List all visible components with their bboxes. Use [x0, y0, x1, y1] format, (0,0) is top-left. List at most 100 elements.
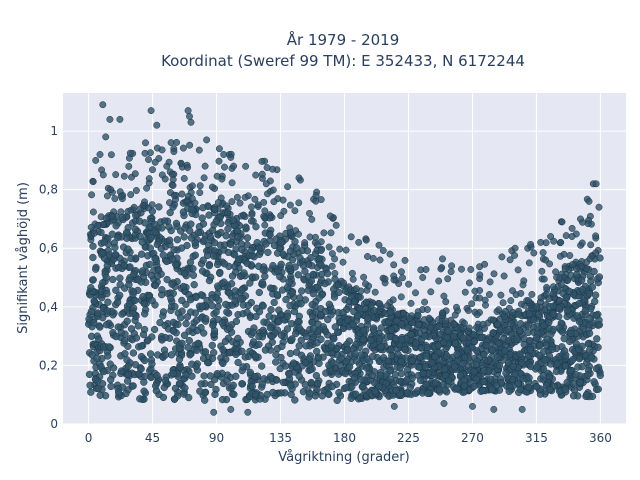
scatter-point: [102, 321, 111, 329]
scatter-point: [226, 324, 234, 332]
scatter-point: [439, 255, 446, 263]
scatter-point: [406, 383, 414, 392]
scatter-point: [232, 350, 240, 359]
scatter-point: [169, 255, 177, 263]
scatter-point: [497, 291, 505, 299]
scatter-point: [196, 387, 204, 395]
scatter-point: [197, 380, 205, 388]
scatter-point: [453, 303, 460, 311]
scatter-point: [511, 244, 519, 252]
scatter-point: [134, 322, 142, 330]
scatter-point: [526, 336, 534, 345]
scatter-point: [495, 362, 504, 370]
scatter-point: [294, 271, 302, 279]
scatter-point: [87, 388, 95, 396]
scatter-point: [147, 107, 155, 115]
scatter-point: [489, 316, 497, 324]
scatter-point: [201, 162, 209, 170]
scatter-point: [243, 259, 251, 268]
scatter-point: [558, 328, 567, 336]
scatter-point: [95, 335, 103, 343]
scatter-point: [460, 319, 468, 327]
scatter-point: [209, 321, 217, 329]
scatter-point: [501, 307, 509, 315]
scatter-point: [392, 386, 400, 395]
scatter-point: [251, 352, 260, 360]
scatter-point: [194, 228, 202, 237]
scatter-point: [167, 294, 175, 302]
scatter-point: [536, 341, 544, 350]
scatter-point: [499, 299, 507, 307]
scatter-point: [369, 254, 377, 262]
scatter-point: [230, 162, 238, 170]
scatter-point: [103, 262, 111, 270]
scatter-point: [427, 288, 435, 296]
scatter-point: [269, 186, 277, 194]
scatter-point: [560, 334, 568, 343]
scatter-point: [157, 244, 165, 253]
scatter-points: [85, 101, 604, 416]
scatter-point: [169, 327, 178, 335]
scatter-point: [568, 261, 576, 269]
scatter-point: [150, 325, 159, 334]
scatter-point: [542, 290, 550, 298]
scatter-point: [178, 190, 186, 198]
scatter-point: [123, 317, 131, 325]
scatter-point: [107, 151, 115, 159]
scatter-point: [198, 267, 207, 275]
scatter-point: [401, 345, 409, 354]
scatter-point: [120, 261, 128, 270]
scatter-point: [90, 229, 98, 237]
scatter-point: [340, 279, 348, 287]
scatter-point: [268, 332, 276, 341]
scatter-point: [431, 353, 439, 361]
scatter-point: [137, 342, 146, 350]
scatter-point: [381, 275, 389, 283]
scatter-point: [561, 265, 569, 273]
scatter-point: [261, 272, 269, 280]
scatter-point: [295, 372, 303, 380]
x-tick-label: 0: [85, 431, 93, 445]
scatter-point: [390, 276, 398, 284]
scatter-point: [594, 343, 602, 351]
scatter-point: [545, 318, 553, 327]
scatter-point: [302, 358, 310, 367]
scatter-point: [258, 157, 266, 165]
scatter-point: [188, 182, 196, 190]
scatter-point: [260, 375, 268, 383]
scatter-point: [214, 199, 222, 206]
scatter-point: [238, 380, 246, 388]
scatter-point: [509, 287, 516, 295]
scatter-point: [519, 281, 527, 289]
scatter-point: [562, 232, 570, 240]
scatter-point: [339, 258, 347, 266]
scatter-point: [490, 270, 498, 278]
scatter-point: [210, 252, 218, 260]
scatter-point: [309, 290, 317, 298]
scatter-point: [301, 381, 309, 389]
scatter-point: [272, 358, 280, 366]
scatter-point: [193, 346, 201, 354]
scatter-point: [286, 228, 294, 236]
scatter-point: [117, 192, 125, 200]
scatter-point: [464, 307, 472, 314]
scatter-point: [169, 182, 177, 189]
scatter-point: [337, 354, 345, 362]
scatter-point: [542, 256, 550, 264]
scatter-point: [575, 299, 583, 308]
scatter-point: [208, 301, 216, 310]
scatter-point: [592, 180, 600, 188]
scatter-point: [158, 286, 166, 294]
scatter-point: [108, 230, 116, 238]
scatter-point: [186, 112, 193, 120]
scatter-point: [587, 354, 595, 362]
scatter-point: [479, 377, 488, 386]
scatter-point: [493, 320, 502, 329]
scatter-point: [218, 395, 227, 404]
scatter-point: [480, 350, 488, 359]
scatter-point: [383, 302, 391, 310]
scatter-point: [259, 326, 267, 334]
scatter-point: [248, 211, 256, 219]
scatter-point: [278, 342, 286, 351]
